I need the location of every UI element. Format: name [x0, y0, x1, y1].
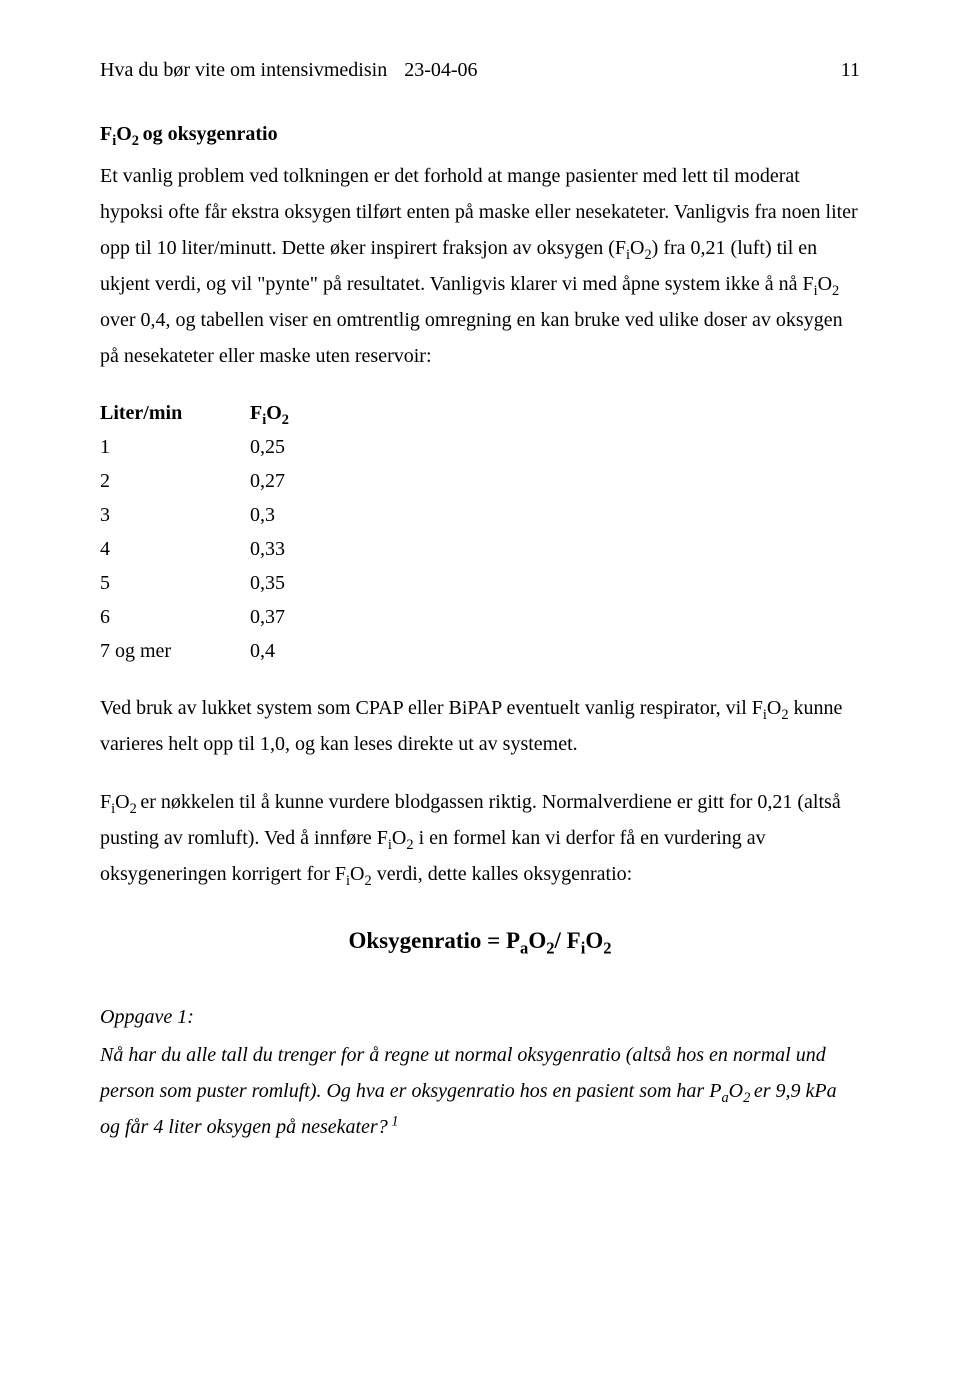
oksygenratio-formula: Oksygenratio = PaO2/ FiO2: [100, 920, 860, 961]
document-page: Hva du bør vite om intensivmedisin 23-04…: [0, 0, 960, 1385]
table-cell: 6: [100, 600, 250, 634]
page-header: Hva du bør vite om intensivmedisin 23-04…: [100, 52, 860, 88]
table-row: 4 0,33: [100, 532, 860, 566]
table-cell: 0,4: [250, 634, 370, 668]
table-header-fio2: FiO2: [250, 396, 370, 430]
table-row: 1 0,25: [100, 430, 860, 464]
section-heading: FiO2 og oksygenratio: [100, 116, 860, 152]
table-cell: 0,33: [250, 532, 370, 566]
task-label: Oppgave 1:: [100, 999, 860, 1035]
header-date: 23-04-06: [404, 59, 477, 81]
task-body: Nå har du alle tall du trenger for å reg…: [100, 1037, 860, 1145]
table-cell: 0,27: [250, 464, 370, 498]
table-cell: 1: [100, 430, 250, 464]
table-header-litermin: Liter/min: [100, 396, 250, 430]
table-row: 6 0,37: [100, 600, 860, 634]
table-row: 3 0,3: [100, 498, 860, 532]
table-cell: 7 og mer: [100, 634, 250, 668]
table-cell: 3: [100, 498, 250, 532]
table-cell: 0,3: [250, 498, 370, 532]
table-cell: 2: [100, 464, 250, 498]
paragraph-2: Ved bruk av lukket system som CPAP eller…: [100, 690, 860, 762]
table-cell: 0,25: [250, 430, 370, 464]
table-cell: 5: [100, 566, 250, 600]
fio2-table: Liter/min FiO2 1 0,25 2 0,27 3 0,3 4 0,3…: [100, 396, 860, 668]
paragraph-3: FiO2 er nøkkelen til å kunne vurdere blo…: [100, 784, 860, 892]
table-row: 2 0,27: [100, 464, 860, 498]
table-cell: 0,37: [250, 600, 370, 634]
table-header-row: Liter/min FiO2: [100, 396, 860, 430]
table-row: 7 og mer 0,4: [100, 634, 860, 668]
table-cell: 4: [100, 532, 250, 566]
header-page-number: 11: [841, 52, 860, 88]
table-cell: 0,35: [250, 566, 370, 600]
header-title: Hva du bør vite om intensivmedisin: [100, 59, 387, 81]
heading-text: FiO2 og oksygenratio: [100, 123, 278, 145]
table-row: 5 0,35: [100, 566, 860, 600]
paragraph-1: Et vanlig problem ved tolkningen er det …: [100, 158, 860, 374]
